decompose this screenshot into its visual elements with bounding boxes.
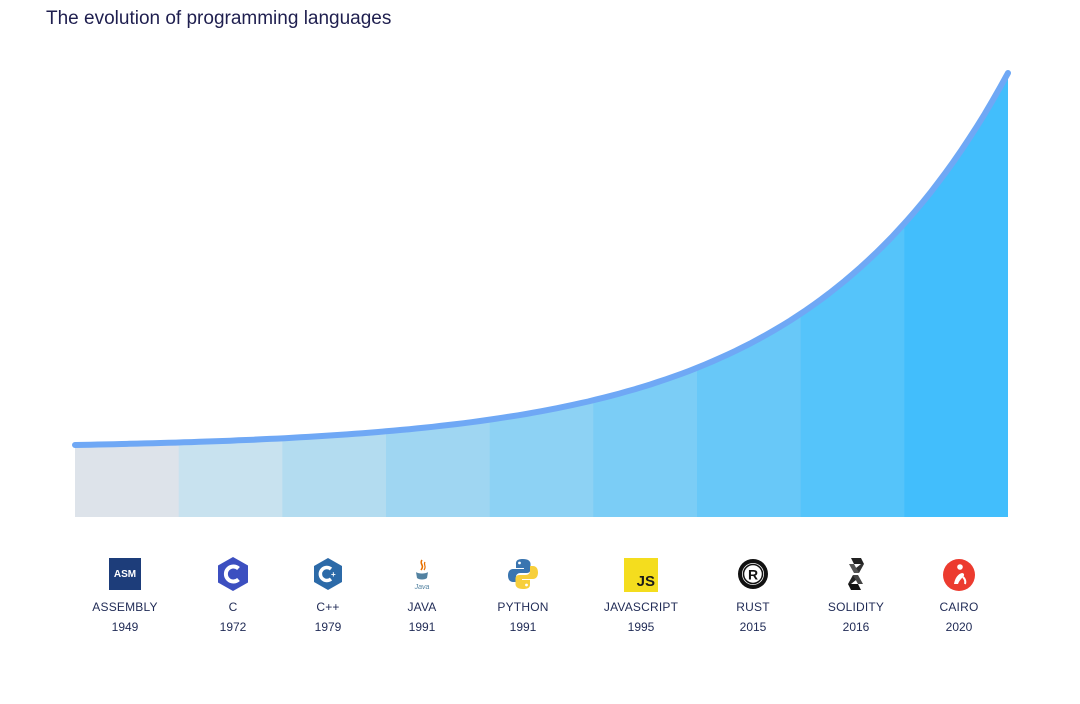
language-year: 2015 bbox=[739, 620, 767, 634]
svg-text:+: + bbox=[331, 570, 336, 579]
language-year: 1995 bbox=[627, 620, 655, 634]
growth-curve-line bbox=[72, 70, 1011, 448]
area-segment-solidity bbox=[800, 73, 905, 517]
language-python: PYTHON 1991 bbox=[463, 556, 583, 634]
language-name: ASSEMBLY bbox=[92, 600, 158, 614]
language-year: 1991 bbox=[408, 620, 436, 634]
language-name: C++ bbox=[316, 600, 340, 614]
language-year: 2016 bbox=[842, 620, 870, 634]
chart-title: The evolution of programming languages bbox=[46, 8, 392, 29]
language-year: 2020 bbox=[945, 620, 973, 634]
javascript-icon: JS bbox=[624, 556, 658, 592]
solidity-icon bbox=[839, 556, 873, 590]
language-name: RUST bbox=[736, 600, 770, 614]
language-year: 1949 bbox=[111, 620, 139, 634]
rust-icon: R bbox=[736, 556, 770, 590]
assembly-icon: ASM bbox=[108, 556, 142, 590]
area-segment-python bbox=[489, 73, 594, 517]
area-segment-cairo bbox=[904, 73, 1008, 517]
area-segment-assembly bbox=[75, 73, 180, 517]
language-name: SOLIDITY bbox=[827, 600, 885, 614]
java-logo-text: Java bbox=[414, 584, 430, 591]
language-cpp: + C++ 1979 bbox=[268, 556, 388, 634]
area-segment-rust bbox=[697, 73, 802, 517]
language-solidity: SOLIDITY 2016 bbox=[796, 556, 916, 634]
language-java: Java JAVA 1991 bbox=[362, 556, 482, 634]
svg-text:R: R bbox=[748, 567, 758, 583]
c-icon bbox=[216, 556, 250, 591]
language-year: 1991 bbox=[509, 620, 537, 634]
language-assembly: ASM ASSEMBLY 1949 bbox=[65, 556, 185, 634]
language-name: CAIRO bbox=[939, 600, 979, 614]
javascript-logo-text: JS bbox=[624, 558, 658, 592]
language-c: C 1972 bbox=[173, 556, 293, 634]
python-icon bbox=[506, 556, 540, 590]
area-segment-javascript bbox=[593, 73, 698, 517]
language-name: C bbox=[228, 600, 238, 614]
assembly-logo-text: ASM bbox=[109, 558, 141, 590]
language-rust: R RUST 2015 bbox=[693, 556, 813, 634]
language-name: JAVA bbox=[407, 600, 437, 614]
language-year: 1972 bbox=[219, 620, 247, 634]
language-cairo: CAIRO 2020 bbox=[899, 556, 1019, 634]
java-icon: Java bbox=[405, 556, 439, 591]
cpp-icon: + bbox=[311, 556, 345, 590]
language-name: JAVASCRIPT bbox=[603, 600, 679, 614]
cairo-icon bbox=[942, 556, 976, 591]
growth-area-chart bbox=[72, 70, 1011, 517]
language-javascript: JS JAVASCRIPT 1995 bbox=[581, 556, 701, 634]
area-segment-java bbox=[386, 73, 491, 517]
language-year: 1979 bbox=[314, 620, 342, 634]
language-name: PYTHON bbox=[497, 600, 549, 614]
